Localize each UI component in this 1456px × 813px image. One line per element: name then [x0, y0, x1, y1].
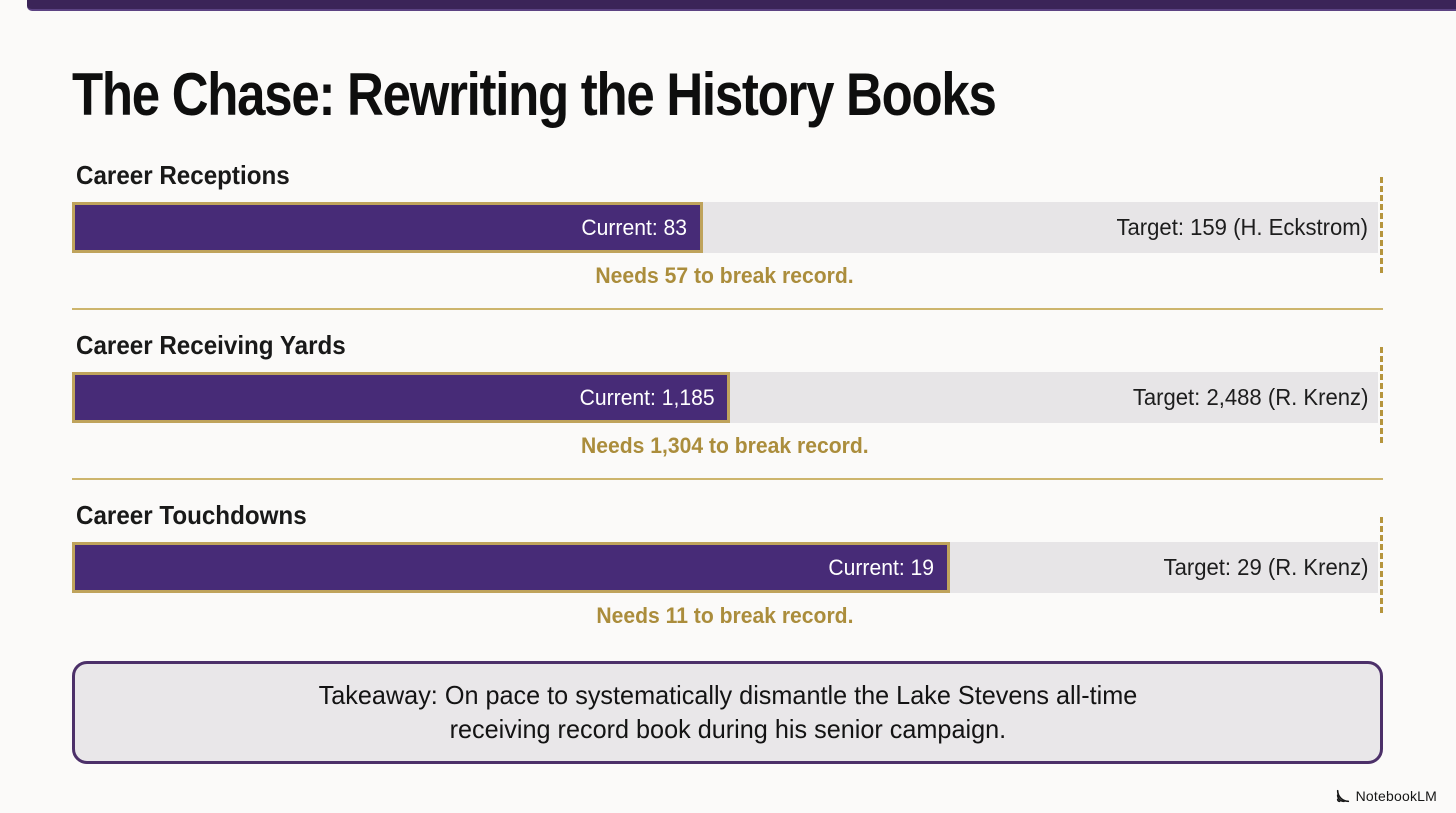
needs-label-text: Needs 1,304 to break record. [581, 433, 869, 458]
section-divider [72, 478, 1383, 480]
metric-label: Career Touchdowns [76, 500, 307, 530]
target-dashed-line [1380, 177, 1383, 273]
target-label-text: Target: 2,488 (R. Krenz) [1132, 384, 1368, 410]
current-label: Current: 1,185 [579, 384, 715, 410]
metric-label: Career Receptions [76, 160, 290, 190]
progress-track: Target: 29 (R. Krenz) Current: 19 [72, 517, 1383, 613]
progress-fill: Current: 83 [72, 202, 703, 253]
notebooklm-logo-icon [1336, 789, 1349, 803]
progress-fill: Current: 1,185 [72, 372, 731, 423]
target-label: Target: 2,488 (R. Krenz) [1123, 372, 1378, 423]
metric-label: Career Receiving Yards [76, 330, 346, 360]
takeaway-box: Takeaway: On pace to systematically dism… [72, 661, 1383, 764]
progress-track: Target: 159 (H. Eckstrom) Current: 83 [72, 177, 1383, 273]
needs-label: Needs 1,304 to break record. [72, 433, 1378, 459]
section-divider [72, 308, 1383, 310]
needs-label-text: Needs 57 to break record. [595, 263, 855, 288]
progress-fill: Current: 19 [72, 542, 950, 593]
progress-track: Target: 2,488 (R. Krenz) Current: 1,185 [72, 347, 1383, 443]
notebooklm-watermark: NotebookLM [1335, 787, 1437, 805]
target-label: Target: 159 (H. Eckstrom) [1106, 202, 1378, 253]
target-dashed-line [1380, 517, 1383, 613]
top-accent-strip [27, 0, 1456, 11]
target-label-text: Target: 159 (H. Eckstrom) [1116, 214, 1368, 240]
metric-section-receiving-yards: Career Receiving Yards Target: 2,488 (R.… [72, 330, 1383, 490]
takeaway-text-line1: Takeaway: On pace to systematically dism… [318, 680, 1137, 710]
takeaway-text-line2: receiving record book during his senior … [449, 714, 1006, 744]
target-label: Target: 29 (R. Krenz) [1155, 542, 1378, 593]
current-label: Current: 83 [581, 214, 687, 240]
current-label: Current: 19 [827, 554, 934, 580]
needs-label-text: Needs 11 to break record. [596, 603, 854, 628]
target-label-text: Target: 29 (R. Krenz) [1163, 554, 1368, 580]
needs-label: Needs 57 to break record. [72, 263, 1378, 289]
page-title: The Chase: Rewriting the History Books [72, 61, 997, 128]
notebooklm-watermark-text: NotebookLM [1355, 788, 1437, 804]
needs-label: Needs 11 to break record. [72, 603, 1378, 629]
target-dashed-line [1380, 347, 1383, 443]
metric-section-touchdowns: Career Touchdowns Target: 29 (R. Krenz) … [72, 500, 1383, 660]
metric-section-receptions: Career Receptions Target: 159 (H. Eckstr… [72, 160, 1383, 320]
